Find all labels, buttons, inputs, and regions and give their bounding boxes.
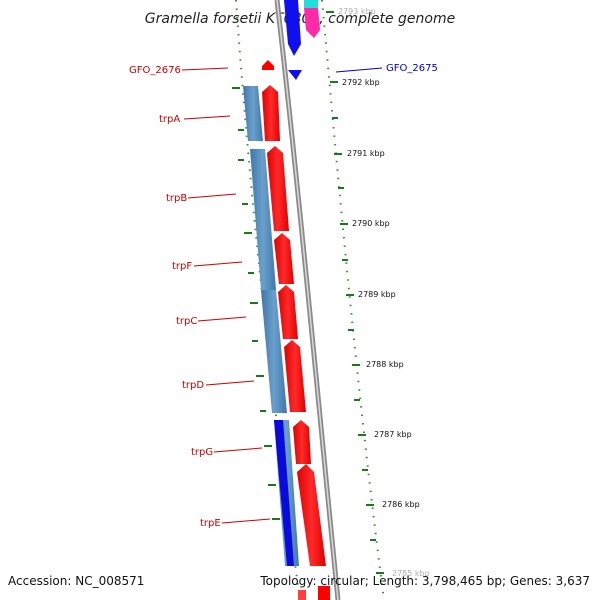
tick-label-2786: 2786 kbp (382, 500, 420, 509)
label-trpD[interactable]: trpD (182, 380, 204, 391)
label-trpG[interactable]: trpG (191, 447, 213, 458)
gene-gfo-2675[interactable] (288, 70, 302, 80)
tick-label-2791: 2791 kbp (347, 149, 385, 158)
genome-backbone-inner (276, 0, 339, 600)
gene-trpB[interactable] (267, 146, 289, 231)
label-gfo-2676[interactable]: GFO_2676 (129, 65, 181, 76)
operon-block-3 (261, 290, 287, 413)
accession-text: Accession: NC_008571 (8, 574, 145, 588)
top-blue-gene[interactable] (284, 0, 301, 56)
tick-label-2790: 2790 kbp (352, 219, 390, 228)
gene-trpG[interactable] (293, 420, 311, 464)
gene-trpA[interactable] (262, 85, 280, 141)
operon-block-blue-dark (274, 420, 294, 566)
bottom-partial-gene[interactable] (298, 590, 306, 600)
operon-block-2 (250, 149, 276, 290)
label-trpE[interactable]: trpE (200, 518, 221, 529)
gene-gfo-2676[interactable] (262, 60, 274, 70)
leader-gfo-2675 (335, 67, 383, 73)
tick-label-2785: 2785 kbp (392, 569, 430, 578)
tick-label-2788: 2788 kbp (366, 360, 404, 369)
operon-block-1 (243, 86, 263, 141)
label-trpC[interactable]: trpC (176, 316, 197, 327)
gene-trpE[interactable] (297, 464, 326, 566)
outer-dotted-guide (321, 0, 385, 600)
top-cyan-gene[interactable] (304, 0, 318, 8)
genome-title: Gramella forsetii KT0803, complete genom… (145, 11, 455, 27)
tick-label-2787: 2787 kbp (374, 430, 412, 439)
label-gfo-2675[interactable]: GFO_2675 (386, 63, 438, 74)
gene-trpC[interactable] (278, 285, 298, 339)
outer-ticks (326, 11, 384, 574)
topology-text: Topology: circular; Length: 3,798,465 bp… (260, 574, 590, 588)
label-leaders (181, 67, 271, 524)
top-magenta-gene[interactable] (304, 8, 320, 38)
tick-label-2789: 2789 kbp (358, 290, 396, 299)
gene-trpD[interactable] (284, 340, 306, 412)
tick-label-2793: 2793 kbp (338, 7, 376, 16)
bottom-red-gene[interactable] (318, 586, 330, 600)
inner-ticks (232, 87, 280, 520)
label-trpA[interactable]: trpA (159, 114, 180, 125)
gene-trpF[interactable] (274, 233, 294, 284)
tick-label-2792: 2792 kbp (342, 78, 380, 87)
label-trpB[interactable]: trpB (166, 193, 187, 204)
label-trpF[interactable]: trpF (172, 261, 192, 272)
